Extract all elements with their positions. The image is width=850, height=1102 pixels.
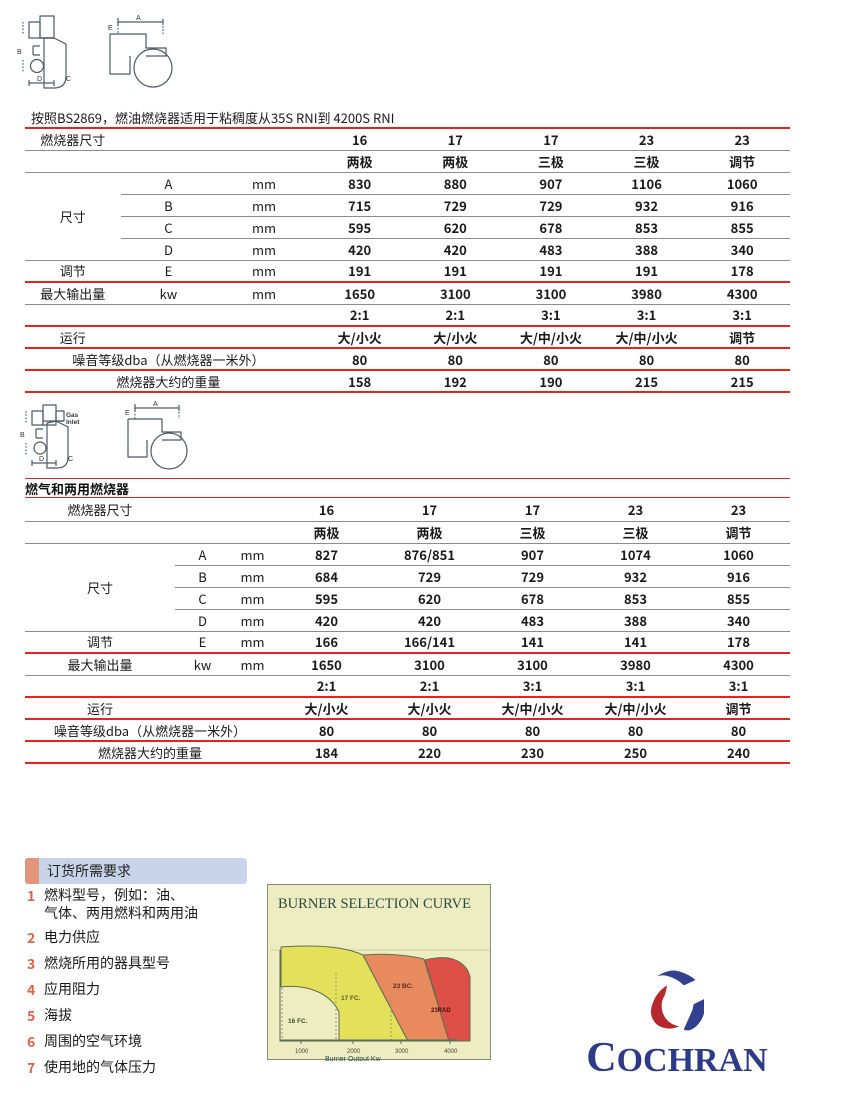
- svg-text:BURNER SELECTION CURVE: BURNER SELECTION CURVE: [278, 896, 471, 912]
- svg-text:A: A: [136, 15, 141, 22]
- svg-text:D: D: [39, 456, 44, 463]
- svg-text:D: D: [37, 76, 42, 83]
- svg-text:Burner Output Kw: Burner Output Kw: [325, 1056, 382, 1061]
- svg-text:23 BC.: 23 BC.: [393, 983, 413, 990]
- svg-text:17 FC.: 17 FC.: [341, 995, 361, 1002]
- svg-text:2000: 2000: [347, 1049, 361, 1055]
- svg-text:A: A: [153, 401, 158, 408]
- svg-text:23RAD: 23RAD: [431, 1008, 451, 1014]
- svg-text:16 FC.: 16 FC.: [288, 1018, 308, 1025]
- svg-text:E: E: [108, 25, 113, 32]
- svg-text:C: C: [68, 456, 73, 463]
- svg-text:1000: 1000: [295, 1049, 309, 1055]
- svg-text:B: B: [20, 432, 25, 439]
- svg-text:C: C: [66, 76, 71, 83]
- svg-text:E: E: [125, 410, 130, 417]
- svg-text:4000: 4000: [444, 1049, 458, 1055]
- svg-text:Gas: Gas: [66, 412, 79, 419]
- svg-text:B: B: [17, 49, 22, 56]
- svg-text:Inlet: Inlet: [66, 419, 80, 426]
- svg-text:3000: 3000: [395, 1049, 409, 1055]
